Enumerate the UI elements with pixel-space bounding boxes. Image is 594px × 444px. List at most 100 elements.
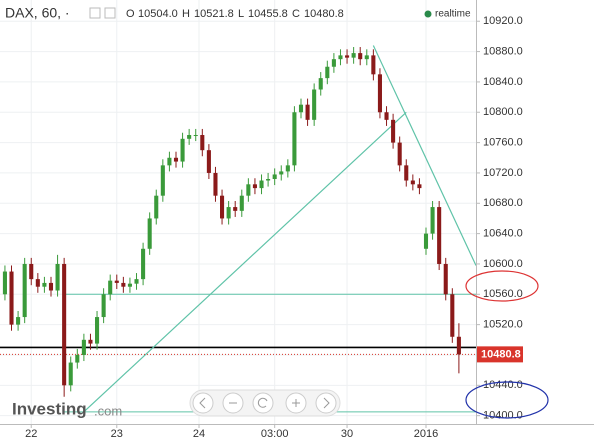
candle-body: [220, 195, 225, 219]
candle-body: [279, 171, 284, 175]
logo: Investing: [12, 399, 87, 418]
candle-body: [127, 283, 132, 287]
x-tick-label: 2016: [414, 428, 438, 440]
highlight-ellipse: [465, 381, 549, 419]
y-tick-label: 10800.0: [483, 106, 523, 118]
candle-body: [206, 150, 211, 173]
candle-body: [377, 74, 382, 113]
candle-body: [331, 59, 336, 67]
ohlc-o-key: O: [126, 8, 135, 20]
ohlc-l-key: L: [238, 8, 244, 20]
candle-body: [252, 184, 257, 189]
y-tick-label: 10520.0: [483, 319, 523, 331]
candle-body: [134, 279, 139, 284]
x-tick-label: 03:00: [261, 428, 289, 440]
toolbar: [189, 389, 341, 417]
candle-body: [423, 233, 429, 249]
candle-body: [22, 263, 27, 318]
candle-body: [200, 135, 205, 151]
candle-body: [114, 280, 119, 283]
candle-body: [101, 294, 106, 318]
candle-body: [437, 207, 442, 264]
y-tick-label: 10880.0: [483, 45, 523, 57]
y-tick-label: 10600.0: [483, 258, 523, 270]
y-tick-label: 10680.0: [483, 197, 523, 209]
candle-body: [75, 354, 80, 363]
trend-line: [83, 111, 407, 413]
candle-body: [371, 55, 376, 75]
candles: [2, 47, 461, 397]
x-tick-label: 23: [111, 428, 123, 440]
candle-body: [305, 104, 310, 120]
y-tick-label: 10640.0: [483, 228, 523, 240]
candle-body: [443, 263, 448, 295]
candle-body: [364, 55, 369, 60]
realtime: realtime: [435, 9, 471, 20]
candle-body: [450, 294, 455, 337]
candle-body: [272, 174, 277, 180]
symbol[interactable]: DAX, 60, ·: [5, 5, 70, 21]
grid: [0, 0, 476, 424]
candle-body: [160, 165, 165, 196]
price-tag: [477, 346, 523, 363]
toolbar-icons: [199, 397, 330, 409]
candle-body: [391, 119, 396, 143]
candle-body: [338, 55, 343, 60]
candle-body: [404, 165, 409, 181]
axes: 10400.010440.010480.010520.010560.010600…: [25, 15, 523, 440]
y-tick-label: 10760.0: [483, 137, 523, 149]
candle-body: [121, 282, 126, 287]
candle-body: [312, 89, 317, 120]
candle-body: [42, 282, 47, 287]
candle-body: [430, 207, 435, 234]
candle-body: [358, 53, 363, 60]
y-tick-label: 10720.0: [483, 167, 523, 179]
reset[interactable]: [252, 392, 274, 414]
y-tick-label: 10840.0: [483, 76, 523, 88]
candle-body: [81, 339, 86, 355]
ohlc-c: 10480.8: [304, 8, 344, 20]
icon-box[interactable]: [89, 7, 101, 19]
candle-body: [173, 157, 179, 162]
ohlc-l: 10455.8: [248, 8, 288, 20]
candle-body: [147, 218, 152, 249]
candle-body: [213, 172, 218, 196]
candle-body: [180, 138, 185, 162]
reset-icon: [257, 397, 268, 408]
y-tick-label: 10400.0: [483, 410, 523, 422]
candle-body: [351, 53, 356, 58]
candle-body: [345, 55, 350, 58]
scroll-left[interactable]: [192, 392, 214, 414]
highlight-ellipse: [465, 270, 539, 302]
candle-body: [95, 317, 100, 344]
candle-body: [48, 282, 54, 291]
candle-body: [325, 66, 330, 79]
candle-body: [410, 180, 415, 185]
ohlc-h: 10521.8: [194, 8, 234, 20]
drawings: [0, 45, 477, 413]
candle-body: [68, 362, 73, 386]
candle-body: [318, 78, 323, 90]
candle-body: [298, 104, 304, 113]
candle-body: [108, 280, 113, 295]
candle-body: [167, 157, 172, 166]
candle-body: [141, 248, 146, 280]
candle-body: [35, 279, 40, 287]
candle-body: [9, 271, 14, 325]
x-tick-label: 30: [341, 428, 353, 440]
candle-body: [266, 179, 271, 181]
realtime-dot: [424, 10, 432, 18]
candle-body: [88, 339, 93, 344]
logo-suffix: .com: [94, 403, 122, 418]
candle-body: [62, 263, 67, 386]
candle-body: [187, 135, 192, 139]
candle-body: [456, 336, 461, 355]
candle-body: [154, 195, 159, 219]
scroll-right[interactable]: [315, 392, 337, 414]
candle-body: [292, 112, 297, 166]
icon-box[interactable]: [104, 7, 116, 19]
ohlc-c-key: C: [292, 8, 300, 20]
trend-line: [372, 45, 477, 266]
